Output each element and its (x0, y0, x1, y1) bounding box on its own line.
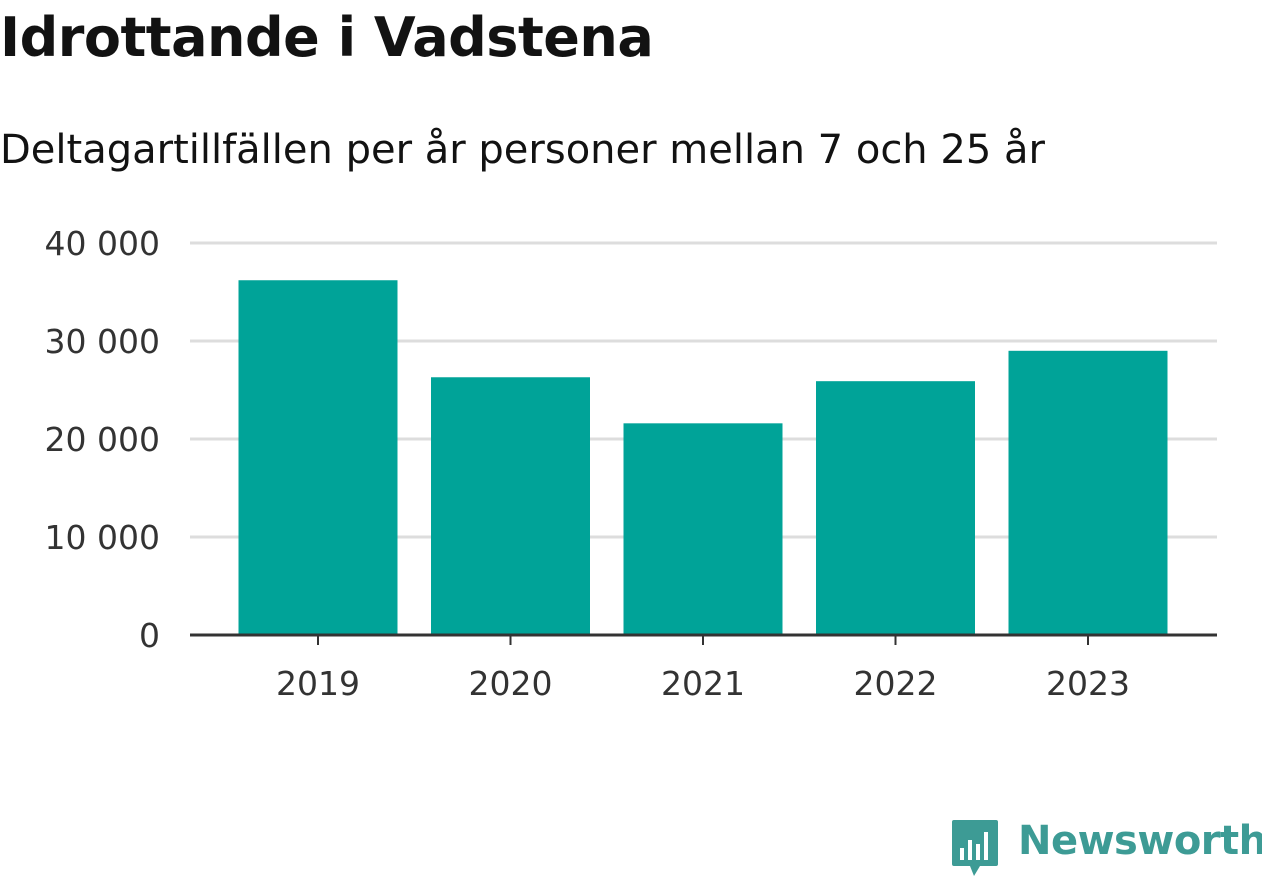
y-tick-label: 40 000 (45, 224, 160, 263)
x-tick-label: 2019 (276, 664, 360, 703)
bar-2021 (623, 423, 783, 635)
brand-name: Newsworthy (1018, 818, 1262, 864)
y-tick-label: 20 000 (45, 420, 160, 459)
x-tick-label: 2022 (854, 664, 938, 703)
x-axis (190, 633, 1217, 645)
x-tick-label: 2020 (469, 664, 553, 703)
x-axis-tick-labels: 2019 2020 2021 2022 2023 (276, 664, 1130, 703)
bar-2019 (238, 280, 398, 635)
newsworthy-logo: Newsworthy (950, 818, 1262, 880)
bar-2020 (431, 377, 590, 635)
newsworthy-chart-icon (952, 820, 998, 876)
bar-2023 (1008, 350, 1168, 635)
y-axis-tick-labels: 0 10 000 20 000 30 000 40 000 (45, 224, 160, 655)
x-tick-label: 2023 (1046, 664, 1130, 703)
x-tick-label: 2021 (661, 664, 745, 703)
chart-title: Idrottande i Vadstena (0, 6, 654, 69)
chart-subtitle: Deltagartillfällen per år personer mella… (0, 127, 1045, 173)
y-tick-label: 0 (139, 616, 160, 655)
bars (238, 280, 1168, 635)
y-tick-label: 30 000 (45, 322, 160, 361)
y-tick-label: 10 000 (45, 518, 160, 557)
bar-2022 (816, 381, 975, 635)
